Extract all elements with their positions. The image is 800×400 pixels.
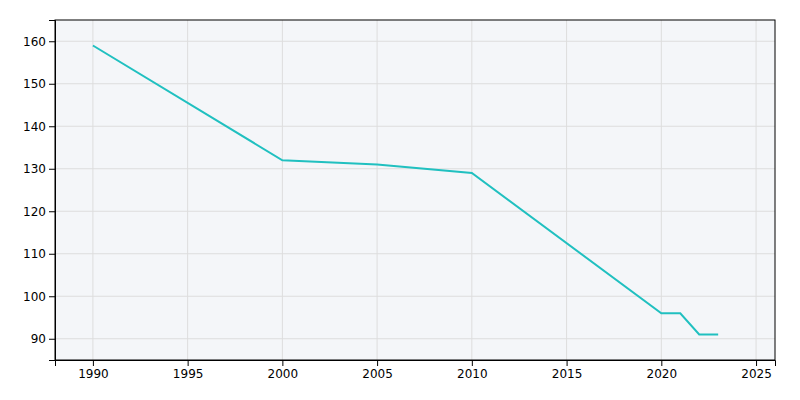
y-tick-label: 90	[31, 332, 46, 346]
y-tick-label: 100	[23, 290, 46, 304]
y-tick: 120	[23, 205, 55, 219]
x-tick-mark	[756, 360, 757, 366]
x-tick-mark	[472, 360, 473, 366]
x-tick-label: 2005	[362, 367, 393, 381]
chart: 1990 1995 2000 2005 2010 2015 2020 2025 90 100 110…	[0, 0, 800, 400]
x-grid-line	[377, 20, 378, 360]
y-tick-label: 140	[23, 120, 46, 134]
x-tick: 1995	[173, 360, 204, 381]
x-tick-mark	[567, 360, 568, 366]
x-grid-line	[92, 20, 93, 360]
x-tick-mark	[93, 360, 94, 366]
y-tick-mark	[49, 211, 55, 212]
y-tick: 90	[31, 332, 55, 346]
y-tick-label: 120	[23, 205, 46, 219]
y-tick-mark	[49, 41, 55, 42]
y-axis-line	[49, 21, 56, 361]
x-tick: 2015	[552, 360, 583, 381]
y-tick: 130	[23, 162, 55, 176]
y-grid-line	[55, 296, 775, 297]
y-grid-line	[55, 211, 775, 212]
line	[93, 46, 718, 335]
x-tick-label: 2015	[552, 367, 583, 381]
y-tick-mark	[49, 296, 55, 297]
x-tick-mark	[188, 360, 189, 366]
y-grid-line	[55, 126, 775, 127]
y-tick: 100	[23, 290, 55, 304]
plot-frame	[55, 20, 775, 360]
x-tick: 2000	[268, 360, 299, 381]
x-tick-label: 2020	[647, 367, 678, 381]
x-tick-label: 2025	[741, 367, 772, 381]
y-grid-line	[55, 253, 775, 254]
x-tick-label: 2010	[457, 367, 488, 381]
x-tick: 2005	[362, 360, 393, 381]
x-grid-line	[471, 20, 472, 360]
x-tick-label: 1995	[173, 367, 204, 381]
y-tick-mark	[49, 84, 55, 85]
y-grid-line	[55, 338, 775, 339]
grid	[55, 20, 775, 360]
x-tick: 1990	[78, 360, 109, 381]
marks	[93, 46, 718, 335]
x-tick-mark	[661, 360, 662, 366]
y-tick: 150	[23, 77, 55, 91]
y-tick-mark	[49, 169, 55, 170]
y-tick: 140	[23, 120, 55, 134]
y-axis: 90 100 110 120 130 140 150 160	[23, 21, 55, 361]
x-axis-line	[56, 361, 776, 367]
y-tick: 110	[23, 247, 55, 261]
x-tick: 2025	[741, 360, 772, 381]
x-grid-line	[187, 20, 188, 360]
x-tick: 2010	[457, 360, 488, 381]
x-grid-line	[661, 20, 662, 360]
y-tick-label: 150	[23, 77, 46, 91]
y-tick-label: 160	[23, 35, 46, 49]
x-grid-line	[282, 20, 283, 360]
x-tick: 2020	[647, 360, 678, 381]
plot-background	[55, 20, 775, 360]
plot: 1990 1995 2000 2005 2010 2015 2020 2025 90 100 110…	[23, 20, 775, 381]
x-tick-label: 1990	[78, 367, 109, 381]
y-tick-mark	[49, 126, 55, 127]
y-tick-label: 110	[23, 247, 46, 261]
x-grid-line	[566, 20, 567, 360]
x-tick-mark	[377, 360, 378, 366]
y-tick-label: 130	[23, 162, 46, 176]
x-grid-line	[756, 20, 757, 360]
y-grid-line	[55, 83, 775, 84]
y-tick: 160	[23, 35, 55, 49]
y-tick-mark	[49, 339, 55, 340]
y-tick-mark	[49, 254, 55, 255]
x-tick-mark	[282, 360, 283, 366]
x-tick-label: 2000	[268, 367, 299, 381]
y-grid-line	[55, 41, 775, 42]
x-axis: 1990 1995 2000 2005 2010 2015 2020 2025	[56, 360, 776, 381]
